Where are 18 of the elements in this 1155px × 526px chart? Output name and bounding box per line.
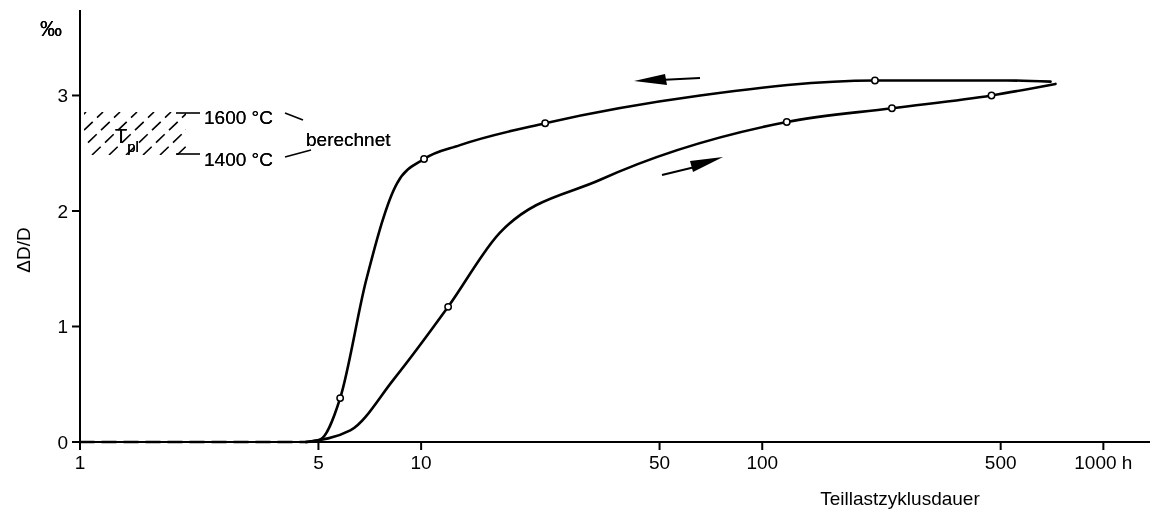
annotation: 1400 °C [204, 149, 273, 170]
x-tick-label: 1 [74, 452, 86, 473]
y-tick-label: 2 [57, 200, 68, 222]
x-axis-title: Teillastzyklusdauer [820, 488, 981, 509]
annotation: berechnet [306, 129, 392, 150]
annotation: T$_{pl}$ [115, 125, 139, 155]
text: ‰ [40, 16, 62, 41]
annotation: 1600 °C [204, 107, 273, 128]
x-tick-label: 50 [648, 452, 671, 473]
x-tick-label: 1000 h [1074, 452, 1133, 473]
x-tick-label: 100 [746, 452, 779, 473]
y-tick-label: 3 [57, 85, 68, 107]
y-axis-title: ΔD/D [13, 227, 34, 273]
x-tick-label: 500 [984, 452, 1017, 473]
x-tick-label: 5 [313, 452, 324, 473]
y-tick-label: 0 [57, 432, 68, 453]
y-tick-label: 1 [57, 316, 68, 338]
x-tick-label: 10 [410, 452, 432, 473]
